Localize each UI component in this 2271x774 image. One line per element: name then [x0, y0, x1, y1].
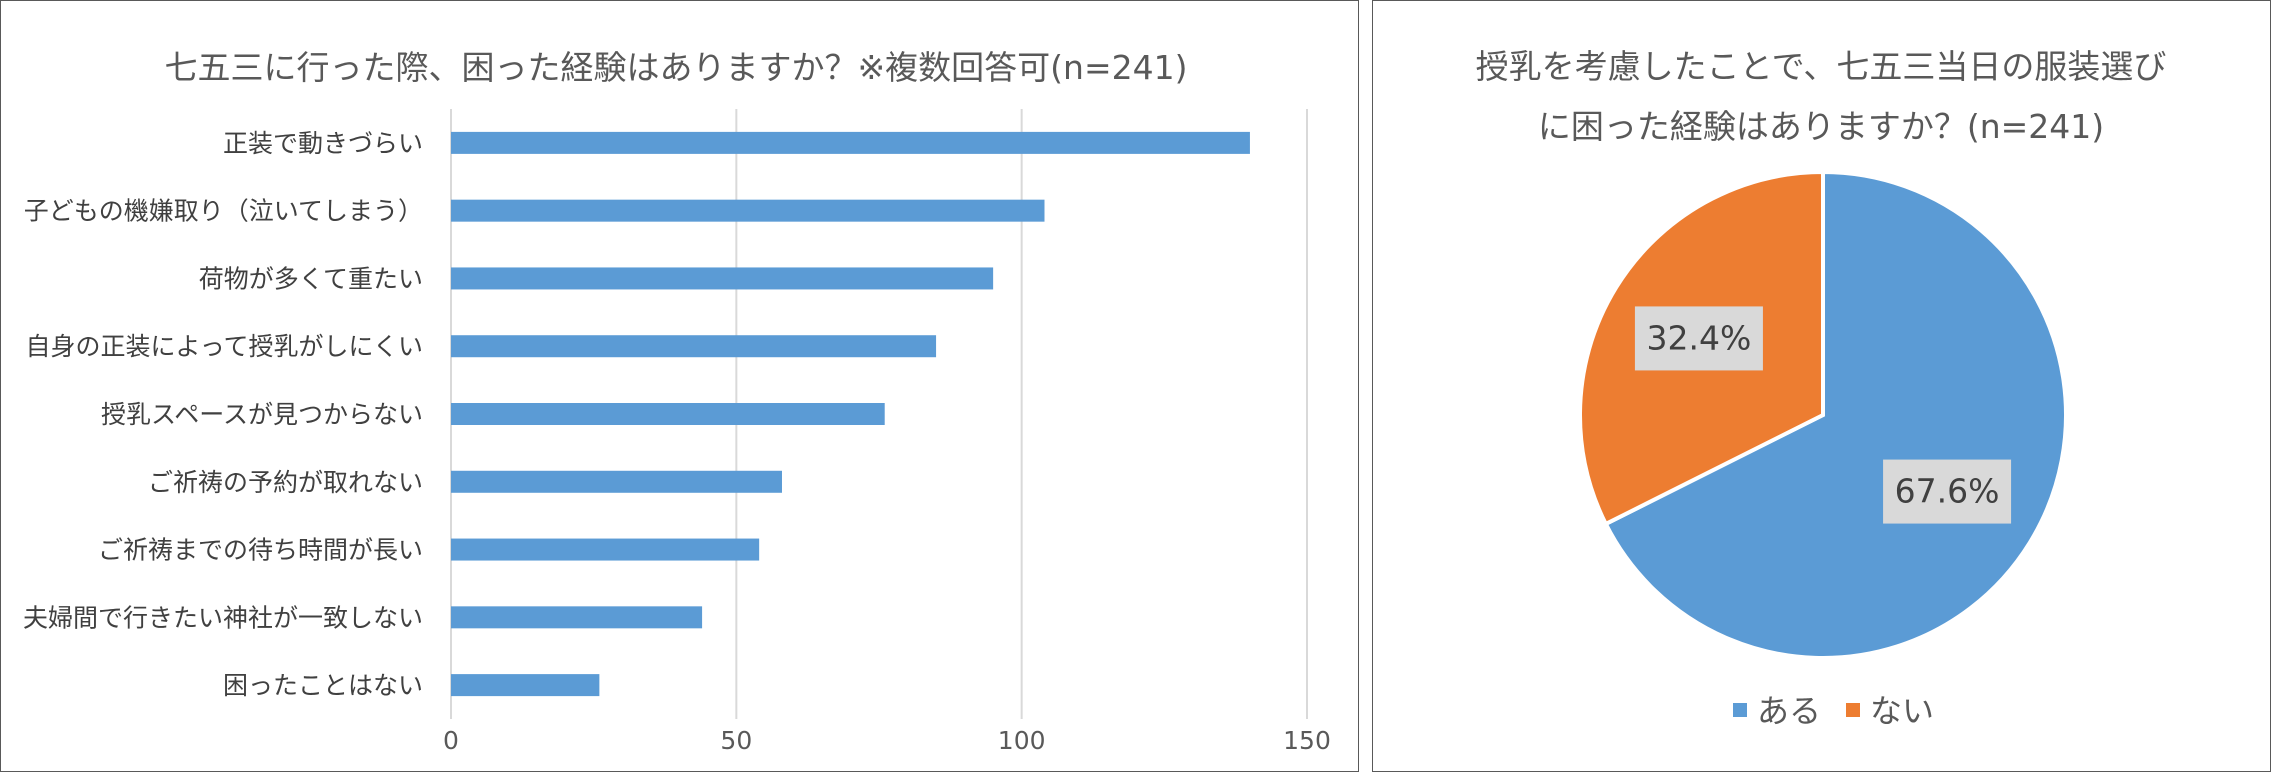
category-label: 困ったことはない — [223, 671, 423, 700]
x-tick-label: 100 — [998, 726, 1046, 755]
legend-label: ある — [1757, 692, 1821, 730]
pie-chart-title-line-2: に困った経験はありますか？(n=241) — [1538, 107, 2104, 146]
pie-data-label: 32.4% — [1634, 306, 1763, 371]
data-label-box — [1634, 306, 1763, 371]
bar-chart-title: 七五三に行った際、困った経験はありますか？※複数回答可(n=241) — [165, 48, 1188, 87]
data-label-text: 67.6% — [1895, 472, 2000, 511]
bar — [451, 606, 703, 629]
bar — [451, 199, 1045, 222]
legend-swatch — [1733, 703, 1747, 717]
legend-swatch — [1846, 703, 1860, 717]
category-label: 正装で動きづらい — [223, 129, 423, 158]
x-tick-label: 50 — [720, 726, 752, 755]
pie-chart: 授乳を考慮したことで、七五三当日の服装選び に困った経験はありますか？(n=24… — [1476, 47, 2167, 730]
x-tick-label: 150 — [1283, 726, 1331, 755]
category-label: 荷物が多くて重たい — [199, 264, 423, 293]
bar — [451, 267, 994, 290]
bar — [451, 335, 937, 358]
category-label: ご祈祷までの待ち時間が長い — [98, 536, 423, 565]
data-label-box — [1883, 459, 2012, 524]
pie-slice — [1603, 169, 2068, 660]
pie-data-label: 67.6% — [1883, 459, 2012, 524]
category-label: 自身の正装によって授乳がしにくい — [25, 332, 423, 361]
category-label: ご祈祷の予約が取れない — [148, 468, 423, 497]
bar — [451, 470, 782, 493]
category-label: 夫婦間で行きたい神社が一致しない — [23, 603, 423, 632]
pie-chart-panel: 授乳を考慮したことで、七五三当日の服装選び に困った経験はありますか？(n=24… — [1372, 0, 2271, 772]
bar-chart: 七五三に行った際、困った経験はありますか？※複数回答可(n=241) 正装で動き… — [23, 48, 1331, 755]
legend-item: ある — [1733, 692, 1821, 730]
bar — [451, 674, 600, 697]
bar — [451, 403, 885, 425]
category-label: 子どもの機嫌取り（泣いてしまう） — [24, 197, 423, 226]
bar — [451, 131, 1250, 154]
legend-item: ない — [1846, 692, 1934, 730]
category-label: 授乳スペースが見つからない — [101, 400, 423, 429]
data-label-text: 32.4% — [1647, 318, 1752, 357]
pie-chart-title-line-1: 授乳を考慮したことで、七五三当日の服装選び — [1476, 47, 2167, 86]
bar-chart-panel: 七五三に行った際、困った経験はありますか？※複数回答可(n=241) 正装で動き… — [0, 0, 1359, 772]
legend-label: ない — [1870, 692, 1934, 730]
bar — [451, 538, 760, 561]
x-tick-label: 0 — [443, 726, 459, 755]
